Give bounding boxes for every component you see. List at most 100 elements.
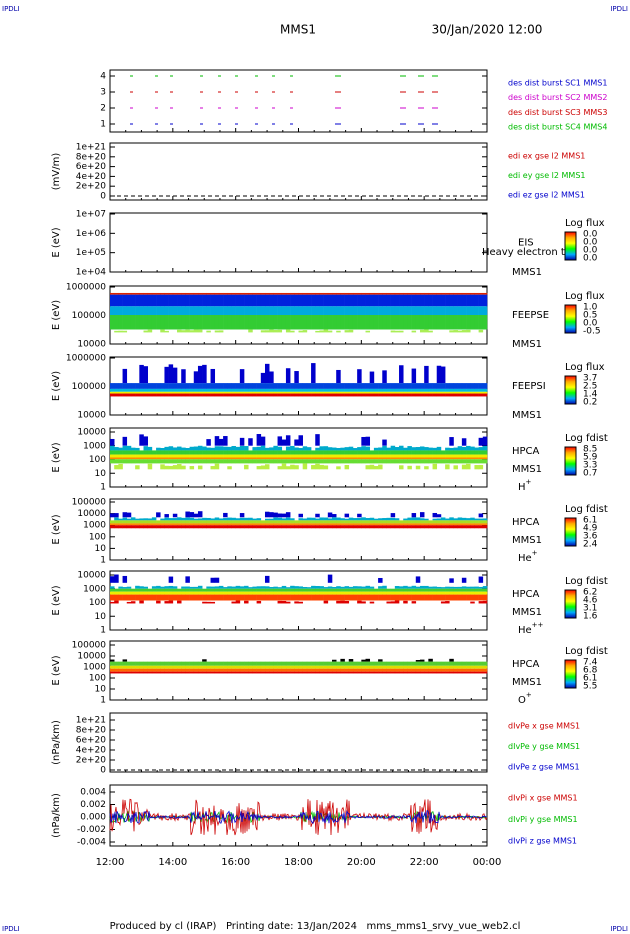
y-tick-label: 0 <box>100 766 106 776</box>
spectrogram-cell <box>285 459 291 464</box>
spectrogram-cell <box>323 588 329 592</box>
x-tick-label: 20:00 <box>347 857 376 868</box>
spectrogram-cell <box>436 315 442 330</box>
spectrogram-cell <box>114 450 119 455</box>
spectrogram-cell <box>378 292 383 295</box>
spectrogram-cell <box>273 391 278 394</box>
spectrogram-cell <box>260 315 266 330</box>
spectrogram-cell <box>218 459 224 464</box>
spectrogram-cell <box>193 594 199 601</box>
spectrogram-cell <box>403 459 408 464</box>
spectrogram-cell <box>436 388 442 392</box>
spectrogram-cell <box>478 601 484 604</box>
spectrogram-cell <box>130 393 136 397</box>
spectrogram-cell <box>139 525 144 529</box>
spectrogram-cell <box>223 594 228 601</box>
spectrogram-cell <box>260 523 266 526</box>
spectrogram-cell <box>344 523 350 526</box>
spectrogram-cell <box>151 665 157 669</box>
spectrogram-cell <box>130 388 136 392</box>
spectrogram-cell <box>478 588 484 592</box>
spectrogram-cell <box>156 600 161 604</box>
spectrogram-cell <box>419 594 425 601</box>
spectrogram-cell <box>399 306 404 315</box>
spectrogram-cell <box>256 292 262 295</box>
spectrogram-cell <box>474 523 479 526</box>
spectrogram-cell <box>181 450 186 455</box>
spectrogram-cell <box>365 525 371 529</box>
spectrogram-cell <box>323 292 329 295</box>
spectrogram-cell <box>235 523 241 526</box>
spectrogram-cell <box>470 306 475 315</box>
spectrogram-cell <box>290 520 295 524</box>
spectrogram-cell <box>206 292 211 295</box>
spectrogram-cell <box>197 459 203 464</box>
spectrogram-cell <box>130 292 136 295</box>
spectrogram-cell <box>332 588 337 592</box>
spectrogram-cell <box>147 665 153 669</box>
spectrogram-cell <box>478 525 484 529</box>
spectrogram-cell <box>319 292 324 295</box>
spectrogram-cell <box>231 391 236 394</box>
spectrogram-cell <box>298 435 303 446</box>
spectrogram-cell <box>118 447 123 451</box>
spectrogram-cell <box>252 523 257 526</box>
spectrogram-cell <box>244 464 249 470</box>
spectrogram-cell <box>424 454 429 458</box>
spectrogram-cell <box>256 434 262 446</box>
spectrogram-cell <box>164 514 169 518</box>
spectrogram-cell <box>130 525 136 529</box>
spectrogram-cell <box>197 306 203 315</box>
spectrogram-cell <box>151 292 157 295</box>
spectrogram-cell <box>461 315 467 330</box>
y-tick-label: 1000000 <box>66 283 106 293</box>
spectrogram-cell <box>461 330 467 333</box>
colorbar-label: 0.0 <box>583 319 598 329</box>
spectrogram-cell <box>239 454 245 458</box>
spectrogram-cell <box>403 457 408 460</box>
spectrogram-cell <box>264 668 270 672</box>
spectrogram-cell <box>122 661 128 666</box>
spectrogram-cell <box>306 594 312 601</box>
spectrogram-cell <box>239 668 245 672</box>
spectrogram-cell <box>177 292 182 295</box>
spectrogram-cell <box>285 665 291 669</box>
spectrogram-cell <box>461 525 467 529</box>
spectrogram-cell <box>294 388 299 392</box>
spectrogram-cell <box>386 591 391 595</box>
spectrogram-cell <box>130 315 136 330</box>
spectrogram-cell <box>130 661 136 666</box>
spectrogram-cell <box>453 588 458 592</box>
spectrogram-cell <box>143 588 148 592</box>
spectrogram-cell <box>327 665 333 669</box>
spectrogram-cell <box>453 315 458 330</box>
spectrogram-cell <box>118 518 123 521</box>
spectrogram-cell <box>264 292 270 295</box>
spectrogram-cell <box>394 665 400 669</box>
spectrogram-cell <box>130 306 136 315</box>
spectrogram-cell <box>470 315 475 330</box>
spectrogram-cell <box>319 588 324 592</box>
spectrogram-cell <box>482 315 488 330</box>
spectrogram-cell <box>110 513 115 518</box>
spectrogram-cell <box>394 383 400 389</box>
spectrogram-cell <box>110 591 115 595</box>
spectrogram-cell <box>256 315 262 330</box>
spectrogram-cell <box>218 383 224 389</box>
spectrogram-cell <box>466 393 471 397</box>
colorbar-label: 3.6 <box>583 532 598 542</box>
spectrogram-cell <box>323 591 329 595</box>
spectrogram-cell <box>143 459 148 464</box>
spectrogram-cell <box>160 391 165 394</box>
species-label: He+ <box>518 549 538 564</box>
spectrogram-cell <box>302 520 308 524</box>
spectrogram-cell <box>231 388 236 392</box>
spectrogram-cell <box>114 294 119 307</box>
legend-label: dIvPi x gse MMS1 <box>508 794 578 803</box>
spectrogram-cell <box>478 388 484 392</box>
spectrogram-cell <box>394 671 400 674</box>
spectrogram-cell <box>130 459 136 464</box>
spectrogram-cell <box>290 588 295 592</box>
spectrogram-cell <box>382 588 387 592</box>
spectrogram-cell <box>424 292 429 295</box>
